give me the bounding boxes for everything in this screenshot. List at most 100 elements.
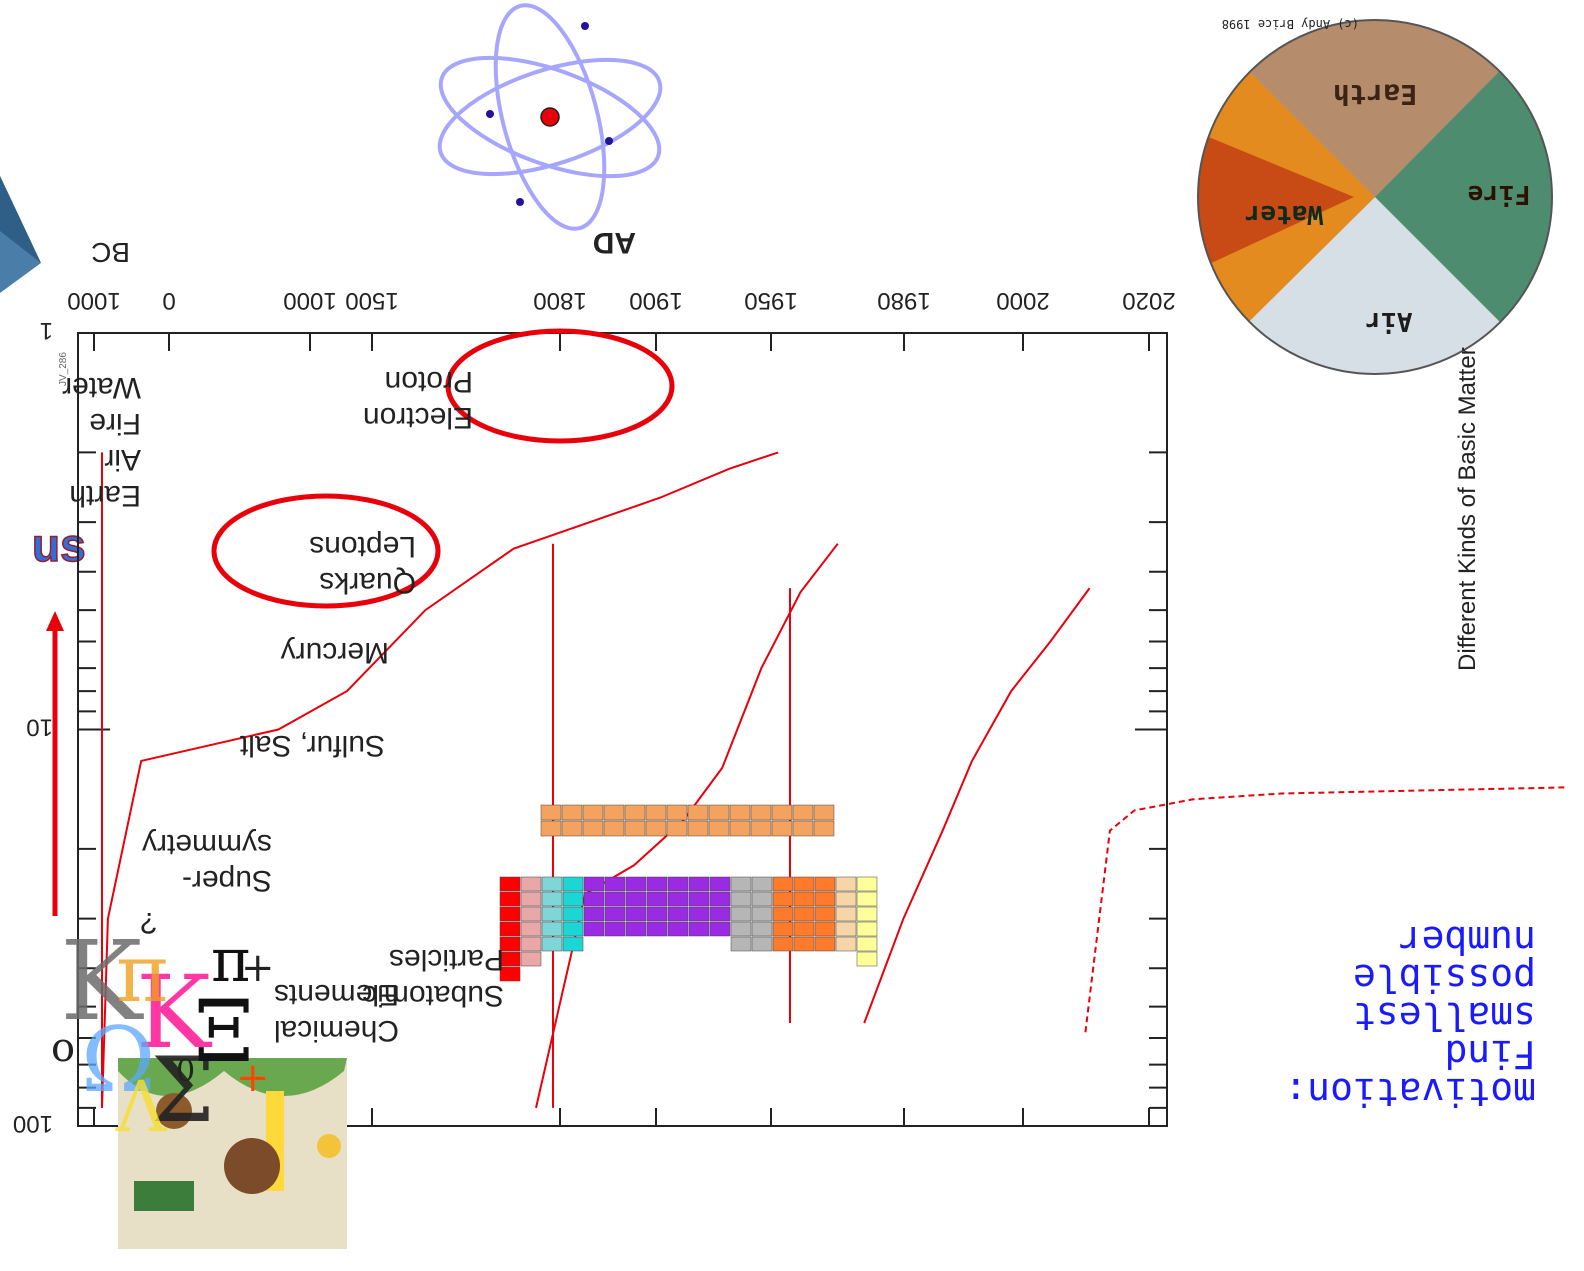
annotation-classical: Water (62, 371, 141, 404)
element-cell (709, 876, 731, 892)
annotation-supersymmetry: Super- (182, 864, 272, 897)
motivation-line-5: number (1398, 918, 1536, 962)
element-cell (835, 906, 857, 922)
highlight-ellipse-electron (445, 328, 675, 444)
greek-symbols: K K π Ω Σ Λ Ξ π + + o 0 (51, 917, 275, 1148)
lanthanide-cell (624, 820, 646, 837)
element-cell (541, 906, 563, 922)
element-cell (793, 906, 815, 922)
x-tick-label: 1500 (345, 287, 398, 314)
side-label: JV_286 (58, 352, 69, 386)
arrow-fragment-shade (0, 176, 41, 263)
element-cell (856, 921, 878, 937)
element-cell (730, 921, 752, 937)
disc-label-fire: Fire (1468, 179, 1531, 209)
svg-text:K: K (136, 954, 213, 1071)
element-cell (583, 921, 605, 937)
element-cell (688, 921, 710, 937)
element-cell (646, 921, 668, 937)
y-tick-label: 1 (40, 317, 53, 344)
svg-text:+: + (241, 945, 275, 991)
lanthanide-cell (540, 820, 562, 837)
element-cell (751, 906, 773, 922)
svg-text:π: π (116, 927, 169, 1020)
lanthanide-cell (561, 820, 583, 837)
element-cell (625, 921, 647, 937)
atom-icon (437, 3, 663, 231)
lanthanide-cell (771, 820, 793, 837)
element-cell (772, 936, 794, 952)
disc-label-air: Air (1366, 306, 1413, 336)
motivation-line-1: motivation: (1284, 1070, 1536, 1114)
element-cell (499, 936, 521, 952)
element-cell (688, 876, 710, 892)
lanthanide-cell (603, 820, 625, 837)
y-tick-label: 10 (26, 714, 53, 741)
element-cell (730, 936, 752, 952)
svg-text:Λ: Λ (115, 1066, 168, 1148)
lanthanide-cell (624, 804, 646, 821)
lanthanide-cell (666, 820, 688, 837)
element-cell-red (500, 967, 520, 981)
annotation-mercury: Mercury (281, 636, 389, 669)
svg-text:Σ: Σ (151, 1038, 215, 1143)
element-cell (814, 906, 836, 922)
element-cell (562, 876, 584, 892)
element-cell (583, 906, 605, 922)
annotation-chemical-elements: Chemical (274, 1014, 399, 1047)
lanthanide-cell (687, 804, 709, 821)
element-cell (562, 936, 584, 952)
element-cell (793, 921, 815, 937)
svg-text:Ω: Ω (81, 1008, 156, 1113)
era-label-ad: AD (593, 226, 636, 259)
periodic-table (499, 804, 878, 982)
element-cell (625, 891, 647, 907)
element-cell (730, 876, 752, 892)
lanthanide-cell (540, 804, 562, 821)
element-cell (499, 906, 521, 922)
element-cell (856, 891, 878, 907)
element-cell (625, 876, 647, 892)
x-tick-label: 1950 (744, 287, 797, 314)
element-cell (688, 891, 710, 907)
element-cell (520, 951, 542, 967)
element-cell (709, 891, 731, 907)
annotation-classical: Air (104, 443, 141, 476)
element-cell (835, 876, 857, 892)
element-cell (667, 876, 689, 892)
progress-arrow-head (46, 611, 64, 631)
lanthanide-cell (792, 804, 814, 821)
element-cell (751, 936, 773, 952)
lanthanide-cell (645, 820, 667, 837)
annotation-classical: Fire (89, 407, 141, 440)
element-cell (814, 921, 836, 937)
motivation-line-3: smallest (1352, 994, 1536, 1038)
lanthanide-cell (603, 804, 625, 821)
annotation-electron-proton: Electron (363, 401, 473, 434)
motivation-text: motivation: Find smallest possible numbe… (1284, 918, 1536, 1114)
lanthanide-cell (729, 820, 751, 837)
annotation-quarks-leptons: Quarks (319, 566, 416, 599)
element-cell (772, 906, 794, 922)
lanthanide-cell (687, 820, 709, 837)
element-cell (856, 906, 878, 922)
svg-text:+: + (236, 1055, 270, 1101)
lanthanide-cell (708, 820, 730, 837)
element-cell (520, 876, 542, 892)
element-cell (856, 936, 878, 952)
x-tick-label: 2020 (1122, 287, 1175, 314)
element-cell (856, 876, 878, 892)
disc-border (1197, 19, 1553, 375)
annotation-electron-proton: Proton (385, 365, 473, 398)
element-cell (709, 921, 731, 937)
element-cell (604, 876, 626, 892)
element-cell (646, 876, 668, 892)
highlight-ellipse-quarks (211, 493, 441, 609)
annotation-chemical-elements: Elements (274, 978, 399, 1011)
element-cell (835, 936, 857, 952)
element-cell (814, 891, 836, 907)
element-cell (772, 921, 794, 937)
svg-text:o: o (51, 1025, 75, 1071)
motivation-line-2: Find (1444, 1032, 1536, 1076)
